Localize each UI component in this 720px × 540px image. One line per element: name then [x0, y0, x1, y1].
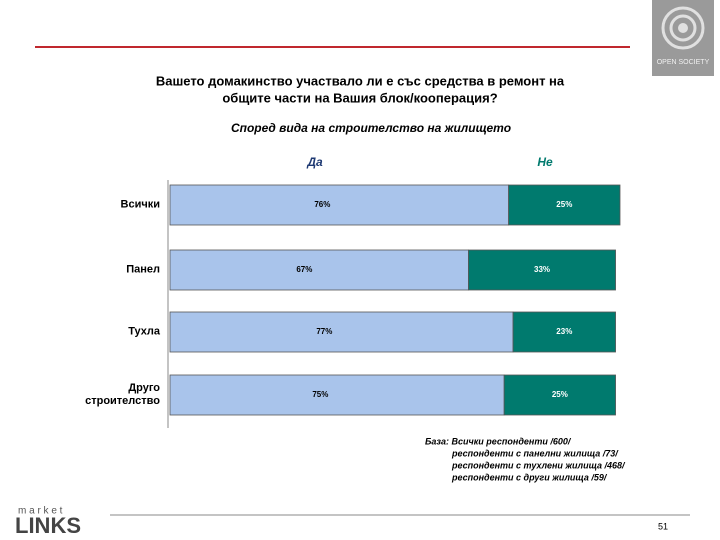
page-number: 51	[658, 521, 668, 531]
bar-segment	[508, 184, 621, 226]
logo-bottom: LINKS	[15, 513, 81, 538]
corner-logo-ring	[661, 6, 705, 50]
base-note: респонденти с тухлени жилища /468/	[451, 460, 626, 470]
base-note: респонденти с други жилища /59/	[451, 472, 608, 482]
value-label: 33%	[534, 265, 550, 274]
value-label: 25%	[552, 390, 568, 399]
bar-segment	[169, 184, 510, 226]
value-label: 77%	[316, 327, 332, 336]
bar-segment	[169, 374, 505, 416]
corner-logo-ring	[678, 23, 688, 33]
value-label: 76%	[314, 200, 330, 209]
category-label: Друго строителство	[85, 382, 160, 407]
value-label: 75%	[312, 390, 328, 399]
value-label: 67%	[296, 265, 312, 274]
category-label: Тухла	[128, 325, 160, 338]
value-label: 23%	[556, 327, 572, 336]
title-line: общите части на Вашия блок/кооперация?	[222, 90, 497, 105]
category-label: Панел	[126, 263, 160, 276]
bar-segment	[169, 311, 514, 353]
corner-logo-box	[652, 0, 714, 76]
category-label: Всички	[120, 198, 160, 211]
base-note: База: Всички респонденти /600/	[425, 436, 572, 446]
bar-segment	[169, 249, 469, 291]
bar-segment	[512, 311, 616, 353]
value-label: 25%	[556, 200, 572, 209]
base-note: респонденти с панелни жилища /73/	[451, 448, 619, 458]
legend-label: Не	[537, 155, 553, 169]
subtitle: Според вида на строителство на жилището	[231, 121, 511, 135]
bar-segment	[468, 249, 616, 291]
corner-logo-ring	[669, 14, 697, 42]
corner-logo-text: OPEN SOCIETY	[657, 59, 710, 66]
legend-label: Да	[306, 155, 323, 169]
title-line: Вашето домакинство участвало ли е със ср…	[156, 73, 565, 88]
logo-top: m a r k e t	[18, 506, 63, 517]
bar-segment	[503, 374, 616, 416]
